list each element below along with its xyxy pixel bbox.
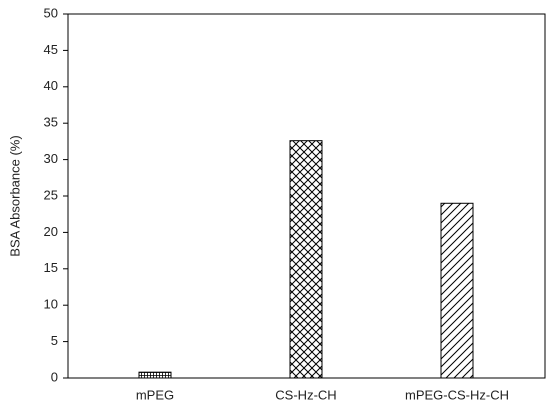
y-tick-label: 25 [44, 187, 58, 202]
y-axis-label: BSA Absorbance (%) [7, 135, 22, 256]
y-tick-label: 50 [44, 5, 58, 20]
x-tick-label: mPEG [136, 387, 174, 402]
y-tick-label: 40 [44, 78, 58, 93]
y-tick-label: 35 [44, 115, 58, 130]
bar [440, 202, 474, 379]
y-tick-label: 15 [44, 260, 58, 275]
y-tick-label: 20 [44, 224, 58, 239]
y-tick-label: 10 [44, 297, 58, 312]
y-tick-label: 45 [44, 42, 58, 57]
bar [138, 371, 172, 379]
bar [289, 140, 323, 379]
x-tick-label: mPEG-CS-Hz-CH [405, 387, 509, 402]
y-tick-label: 0 [51, 369, 58, 384]
x-tick-label: CS-Hz-CH [275, 387, 336, 402]
y-tick-label: 5 [51, 333, 58, 348]
y-tick-label: 30 [44, 151, 58, 166]
